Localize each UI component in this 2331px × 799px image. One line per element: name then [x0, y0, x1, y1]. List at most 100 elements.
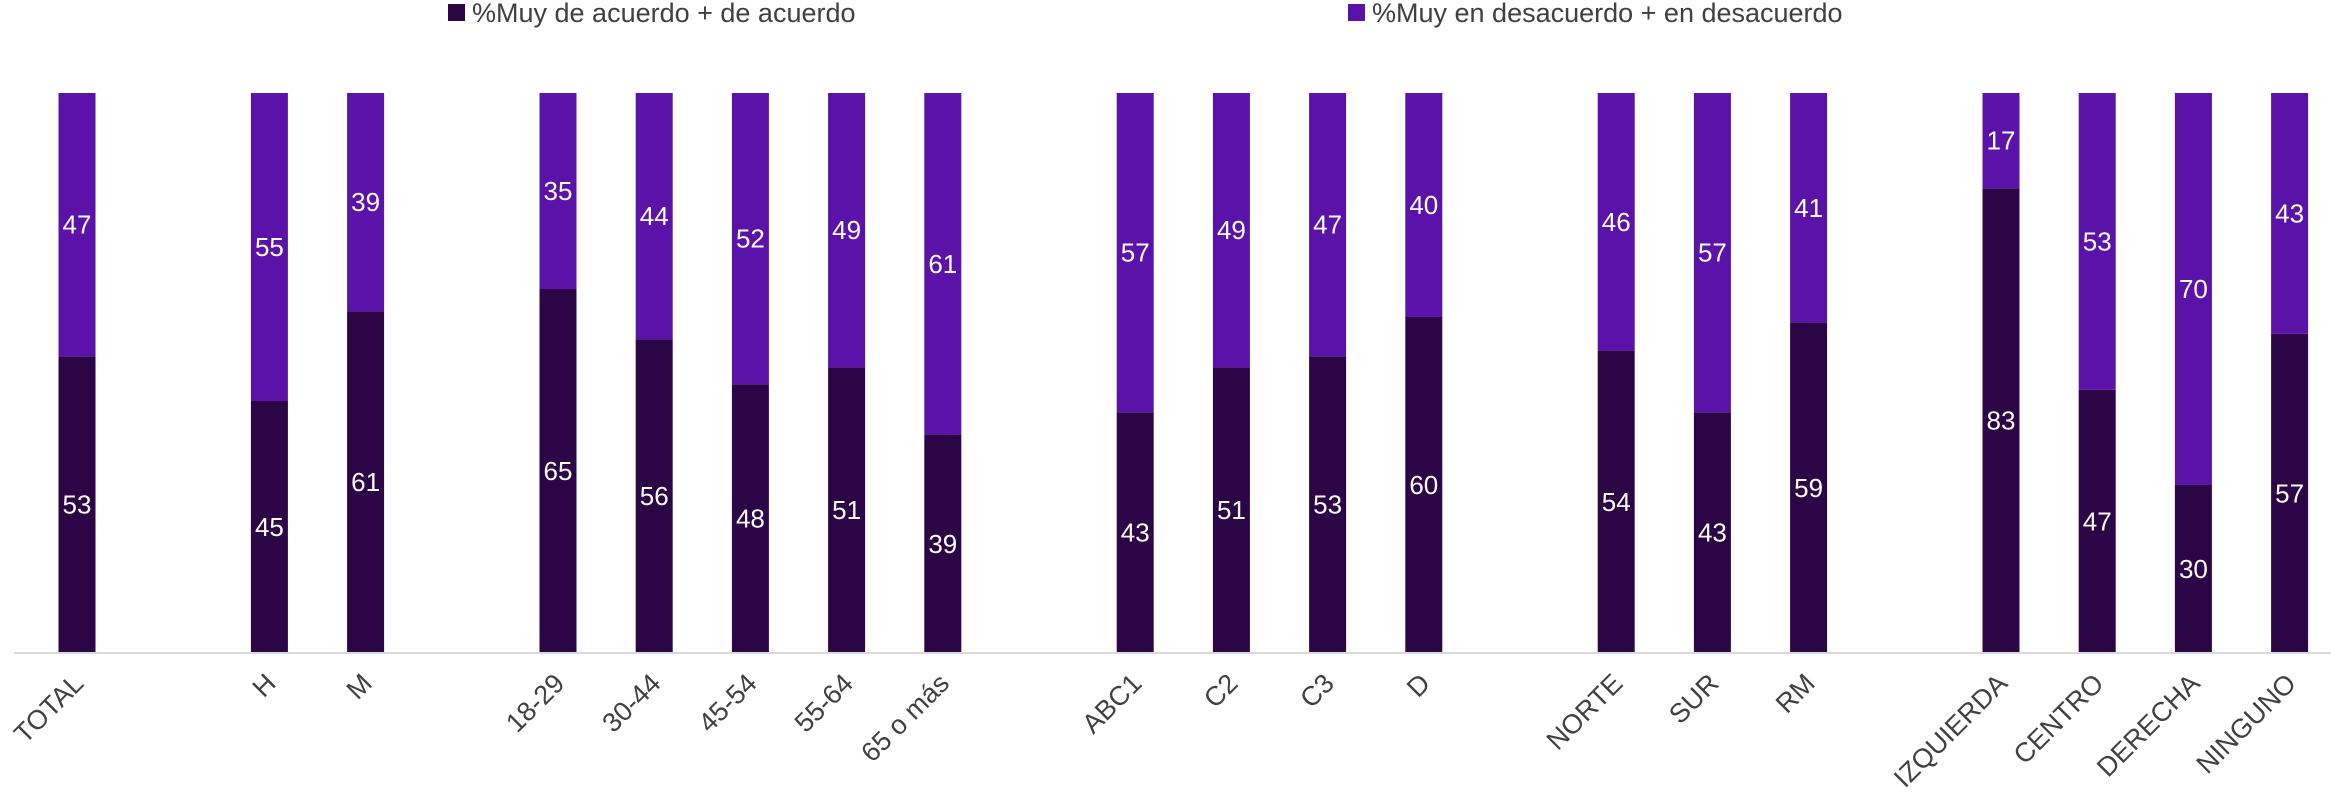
bar-agree-2 — [347, 311, 385, 653]
x-tick-label-7: 65 o más — [855, 668, 955, 768]
bar-agree-15 — [1982, 188, 2020, 653]
legend-swatch-2 — [1348, 4, 1365, 21]
bar-agree-7 — [924, 434, 962, 653]
data-label-agree-15: 83 — [1987, 406, 2016, 436]
bar-disagree-17 — [2174, 93, 2212, 485]
data-label-agree-6: 51 — [832, 495, 861, 525]
data-label-disagree-8: 57 — [1121, 238, 1150, 268]
bar-disagree-9 — [1212, 93, 1250, 368]
data-label-agree-11: 60 — [1409, 470, 1438, 500]
x-tick-label-5: 45-54 — [693, 668, 763, 738]
data-label-agree-3: 65 — [544, 456, 573, 486]
bar-agree-4 — [635, 339, 673, 653]
data-label-disagree-7: 61 — [928, 249, 957, 279]
x-tick-label-12: NORTE — [1541, 668, 1629, 756]
bar-disagree-2 — [347, 93, 385, 312]
x-tick-label-1: H — [247, 668, 282, 703]
data-label-disagree-0: 47 — [63, 210, 92, 240]
legend-label-1: %Muy de acuerdo + de acuerdo — [472, 0, 856, 28]
data-label-agree-8: 43 — [1121, 518, 1150, 548]
x-tick-label-16: CENTRO — [2008, 668, 2110, 770]
x-tick-label-3: 18-29 — [500, 668, 570, 738]
x-tick-label-13: SUR — [1663, 668, 1725, 730]
bar-agree-14 — [1790, 322, 1828, 653]
bar-agree-0 — [58, 356, 96, 653]
data-label-agree-0: 53 — [63, 490, 92, 520]
bar-disagree-15 — [1982, 93, 2020, 189]
data-label-agree-16: 47 — [2083, 506, 2112, 536]
bar-agree-18 — [2271, 333, 2309, 653]
bar-disagree-10 — [1309, 93, 1347, 357]
bar-disagree-14 — [1790, 93, 1828, 323]
bar-agree-5 — [731, 384, 769, 653]
data-label-agree-12: 54 — [1602, 487, 1631, 517]
data-label-disagree-11: 40 — [1409, 190, 1438, 220]
data-label-disagree-9: 49 — [1217, 215, 1246, 245]
x-tick-label-11: D — [1401, 668, 1436, 703]
bar-disagree-1 — [250, 93, 288, 401]
bar-agree-8 — [1116, 412, 1154, 653]
bar-disagree-18 — [2271, 93, 2309, 334]
data-label-disagree-2: 39 — [351, 187, 380, 217]
data-label-disagree-13: 57 — [1698, 238, 1727, 268]
bar-disagree-6 — [828, 93, 866, 368]
data-label-disagree-15: 17 — [1987, 126, 2016, 156]
x-tick-label-18: NINGUNO — [2190, 668, 2301, 779]
data-label-agree-13: 43 — [1698, 518, 1727, 548]
bar-disagree-3 — [539, 93, 577, 289]
x-tick-label-2: M — [341, 668, 378, 705]
data-label-disagree-18: 43 — [2275, 198, 2304, 228]
bar-agree-1 — [250, 401, 288, 653]
data-label-agree-17: 30 — [2179, 554, 2208, 584]
data-label-disagree-16: 53 — [2083, 226, 2112, 256]
bars — [58, 93, 2309, 653]
x-tick-label-0: TOTAL — [8, 668, 89, 749]
bar-agree-17 — [2174, 485, 2212, 653]
data-label-agree-5: 48 — [736, 504, 765, 534]
bar-agree-12 — [1597, 350, 1635, 653]
bar-disagree-16 — [2078, 93, 2116, 390]
data-label-agree-10: 53 — [1313, 490, 1342, 520]
data-label-agree-2: 61 — [351, 467, 380, 497]
bar-agree-16 — [2078, 389, 2116, 653]
bar-disagree-4 — [635, 93, 673, 340]
x-tick-label-10: C3 — [1294, 668, 1340, 714]
bar-agree-11 — [1405, 317, 1443, 653]
x-tick-label-6: 55-64 — [789, 668, 859, 738]
bar-disagree-13 — [1693, 93, 1731, 413]
x-tick-label-14: RM — [1770, 668, 1821, 719]
data-label-disagree-12: 46 — [1602, 207, 1631, 237]
bar-disagree-11 — [1405, 93, 1443, 317]
x-tick-label-4: 30-44 — [596, 668, 666, 738]
data-label-disagree-3: 35 — [544, 176, 573, 206]
bar-agree-3 — [539, 289, 577, 653]
data-label-disagree-4: 44 — [640, 201, 669, 231]
data-labels: 53 47 45 55 61 39 65 35 56 44 48 52 51 49 39 61 43 57 51 49… — [63, 126, 2305, 584]
bar-agree-9 — [1212, 367, 1250, 653]
data-label-disagree-14: 41 — [1794, 193, 1823, 223]
bar-disagree-5 — [731, 93, 769, 385]
bar-disagree-0 — [58, 93, 96, 357]
legend-swatch-1 — [448, 4, 465, 21]
x-tick-label-15: IZQUIERDA — [1888, 668, 2013, 793]
data-label-agree-7: 39 — [928, 529, 957, 559]
bar-disagree-8 — [1116, 93, 1154, 413]
bar-disagree-12 — [1597, 93, 1635, 351]
data-label-disagree-6: 49 — [832, 215, 861, 245]
data-label-disagree-5: 52 — [736, 224, 765, 254]
bar-agree-6 — [828, 367, 866, 653]
bar-agree-10 — [1309, 356, 1347, 653]
data-label-agree-18: 57 — [2275, 478, 2304, 508]
x-tick-label-9: C2 — [1198, 668, 1244, 714]
x-tick-label-8: ABC1 — [1076, 668, 1147, 739]
bar-disagree-7 — [924, 93, 962, 435]
data-label-agree-14: 59 — [1794, 473, 1823, 503]
data-label-disagree-17: 70 — [2179, 274, 2208, 304]
data-label-agree-4: 56 — [640, 481, 669, 511]
data-label-agree-9: 51 — [1217, 495, 1246, 525]
legend: %Muy de acuerdo + de acuerdo %Muy en desa… — [448, 0, 1843, 28]
data-label-disagree-10: 47 — [1313, 210, 1342, 240]
